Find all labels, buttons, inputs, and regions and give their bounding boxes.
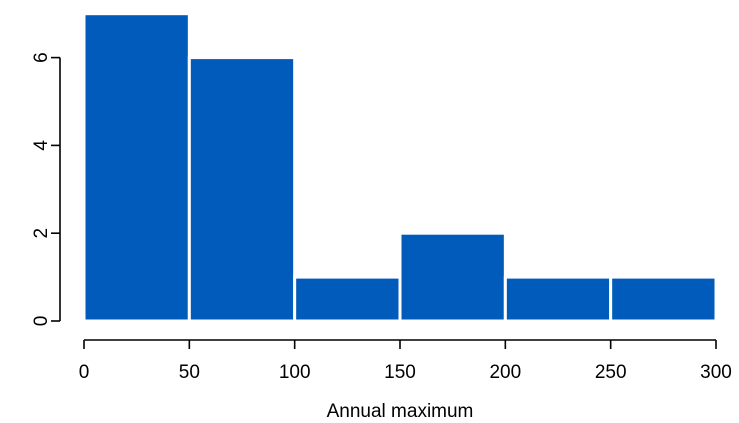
x-tick-label-150: 150 xyxy=(384,362,416,383)
histogram-bar-1 xyxy=(187,56,297,323)
histogram-bar-3 xyxy=(398,231,507,323)
y-tick-label-0: 0 xyxy=(31,316,52,327)
y-tick-label-2: 2 xyxy=(31,228,52,239)
x-tick-label-100: 100 xyxy=(279,362,311,383)
histogram-bar-5 xyxy=(609,275,718,323)
x-tick-label-250: 250 xyxy=(595,362,627,383)
histogram-bar-2 xyxy=(293,275,402,323)
x-ticks: 0 50 100 150 200 250 300 xyxy=(79,340,732,383)
x-tick-label-50: 50 xyxy=(179,362,200,383)
x-axis-title: Annual maximum xyxy=(327,401,474,422)
y-axis: 0 2 4 6 xyxy=(31,52,61,326)
y-tick-label-6: 6 xyxy=(31,52,52,63)
histogram-bar-4 xyxy=(503,275,613,323)
x-tick-label-0: 0 xyxy=(79,362,90,383)
x-tick-label-300: 300 xyxy=(700,362,732,383)
histogram-bar-0 xyxy=(82,12,191,323)
y-ticks: 0 2 4 6 xyxy=(31,52,60,326)
histogram-bars xyxy=(82,12,718,323)
y-tick-label-4: 4 xyxy=(31,140,52,151)
x-axis: 0 50 100 150 200 250 300 xyxy=(79,339,732,383)
x-tick-label-200: 200 xyxy=(489,362,521,383)
